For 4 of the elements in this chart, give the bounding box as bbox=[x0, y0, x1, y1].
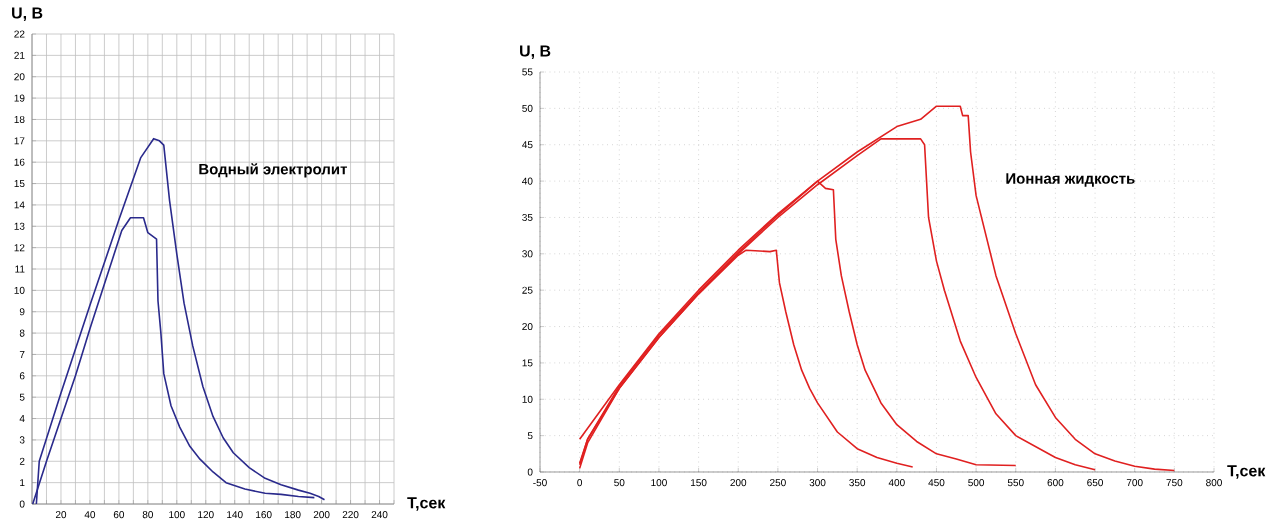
x-axis-title: T,сек bbox=[407, 497, 446, 511]
y-axis-title: U, В bbox=[520, 45, 551, 59]
x-axis-title: T,сек bbox=[1227, 465, 1266, 479]
y-axis-title: U, В bbox=[12, 7, 43, 21]
